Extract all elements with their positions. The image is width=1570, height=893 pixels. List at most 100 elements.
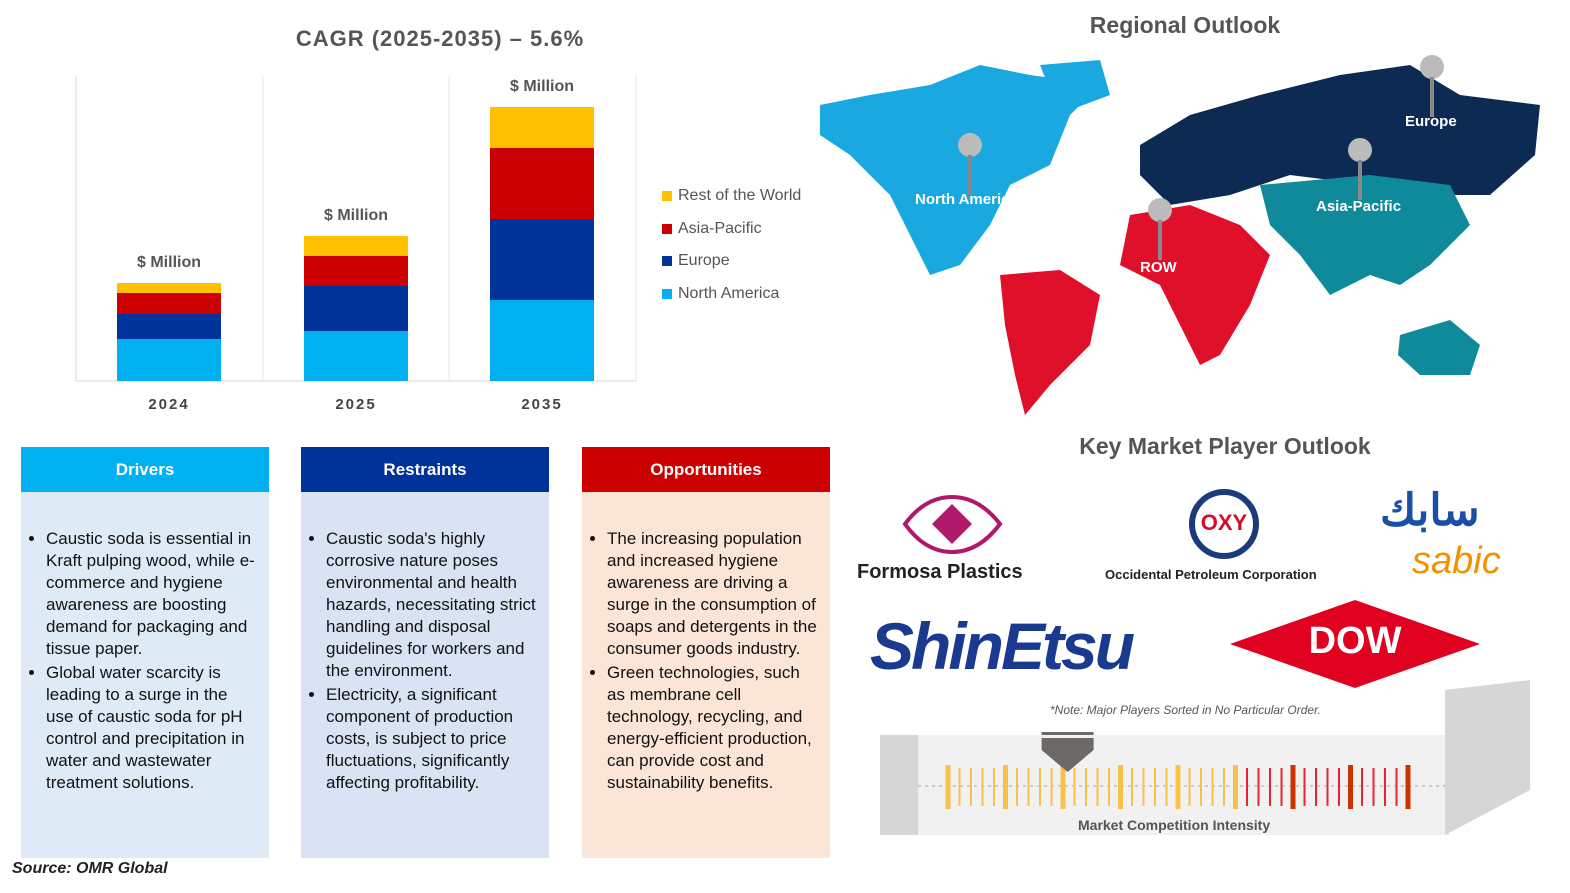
intensity-tick xyxy=(1175,765,1181,809)
key-players-title: Key Market Player Outlook xyxy=(1079,433,1371,459)
bar-segment-north-america xyxy=(117,339,221,381)
box-list: Caustic soda is essential in Kraft pulpi… xyxy=(21,492,269,794)
intensity-tick xyxy=(1085,768,1087,806)
x-tick-label: 2035 xyxy=(521,396,562,413)
label-north-america: North America xyxy=(915,191,1018,208)
label-asia-pacific: Asia-Pacific xyxy=(1316,198,1402,215)
competition-label: Market Competition Intensity xyxy=(1078,817,1271,833)
bar-segment-europe xyxy=(117,314,221,339)
list-item: Global water scarcity is leading to a su… xyxy=(46,662,259,794)
intensity-tick xyxy=(970,768,972,806)
bar-segment-north-america xyxy=(304,331,408,381)
intensity-tick xyxy=(1154,768,1156,806)
list-item: Caustic soda is essential in Kraft pulpi… xyxy=(46,528,259,660)
panel-right-cap xyxy=(1445,680,1530,835)
intensity-tick xyxy=(1073,768,1076,806)
formosa-name: Formosa Plastics xyxy=(857,561,1023,583)
formosa-logo-icon xyxy=(902,494,1003,555)
players-note: *Note: Major Players Sorted in No Partic… xyxy=(1050,703,1321,717)
intensity-tick xyxy=(1050,768,1053,806)
intensity-tick xyxy=(1223,768,1225,806)
label-row: ROW xyxy=(1140,259,1177,276)
panel-left-cap xyxy=(880,735,918,835)
oxy-name: Occidental Petroleum Corporation xyxy=(1105,567,1317,582)
world-map xyxy=(820,55,1540,415)
legend-swatch xyxy=(662,288,672,299)
bar-segment-rest-of-the-world xyxy=(490,107,594,148)
sabic-logo: sabic xyxy=(1412,540,1501,582)
stacked-bar-chart: $ Million 2024 $ Million 2025 $ Million 2035 xyxy=(75,76,637,413)
box-header: Opportunities xyxy=(582,447,830,492)
intensity-tick xyxy=(1233,765,1238,809)
chart-legend: Rest of the World Asia-Pacific Europe North… xyxy=(662,180,801,310)
bar-segment-rest-of-the-world xyxy=(117,283,221,293)
chart-title: CAGR (2025-2035) – 5.6% xyxy=(295,26,585,51)
regional-outlook-title: Regional Outlook xyxy=(1089,12,1281,38)
label-europe: Europe xyxy=(1405,113,1457,130)
box-list: The increasing population and increased … xyxy=(582,492,830,794)
intensity-tick xyxy=(1395,768,1398,806)
box-opportunities: Opportunities The increasing population a… xyxy=(582,447,830,858)
legend-item: Asia-Pacific xyxy=(662,213,801,246)
south-america-region xyxy=(1000,270,1100,415)
legend-item: North America xyxy=(662,278,801,311)
intensity-marker-icon xyxy=(1041,738,1094,772)
bar-label: $ Million xyxy=(137,254,201,271)
legend-swatch xyxy=(662,256,672,267)
intensity-tick xyxy=(1257,768,1260,806)
intensity-tick xyxy=(1361,768,1363,806)
greenland xyxy=(1040,60,1110,110)
dow-logo-text: DOW xyxy=(1308,620,1402,662)
intensity-tick xyxy=(1003,765,1008,809)
intensity-tick xyxy=(981,768,984,806)
list-item: The increasing population and increased … xyxy=(607,528,820,660)
intensity-tick xyxy=(993,768,995,806)
marker-bar xyxy=(1041,732,1094,735)
intensity-tick xyxy=(1165,768,1168,806)
intensity-tick xyxy=(1108,768,1110,806)
legend-label: Rest of the World xyxy=(678,187,802,205)
x-tick-label: 2024 xyxy=(148,396,189,413)
legend-swatch xyxy=(662,191,672,202)
source-text: Source: OMR Global xyxy=(12,860,168,877)
bar-segment-asia-pacific xyxy=(490,148,594,219)
intensity-tick xyxy=(1200,768,1202,806)
box-list: Caustic soda's highly corrosive nature p… xyxy=(301,492,549,794)
intensity-tick xyxy=(1326,768,1329,806)
legend-label: Asia-Pacific xyxy=(678,219,762,237)
intensity-tick xyxy=(1290,765,1296,809)
australia xyxy=(1398,320,1480,375)
legend-label: Europe xyxy=(678,252,730,270)
intensity-tick xyxy=(1060,765,1066,809)
bar-segment-asia-pacific xyxy=(117,293,221,314)
list-item: Electricity, a significant component of … xyxy=(326,684,539,794)
intensity-tick xyxy=(1315,768,1317,806)
intensity-tick xyxy=(1372,768,1375,806)
box-header: Restraints xyxy=(301,447,549,492)
asia-pacific-region xyxy=(1260,175,1470,295)
intensity-tick xyxy=(1405,765,1411,809)
bar-segment-asia-pacific xyxy=(304,256,408,286)
sabic-arabic-logo: سابك xyxy=(1380,486,1480,535)
legend-swatch xyxy=(662,223,672,234)
bar-segment-europe xyxy=(304,286,408,331)
bar-segment-europe xyxy=(490,219,594,300)
intensity-tick xyxy=(958,768,961,806)
box-drivers: Drivers Caustic soda is essential in Kraf… xyxy=(21,447,269,858)
intensity-tick xyxy=(1142,768,1145,806)
intensity-tick xyxy=(1096,768,1099,806)
europe-russia-region xyxy=(1140,65,1540,205)
bar-segment-north-america xyxy=(490,300,594,381)
intensity-tick xyxy=(1188,768,1191,806)
intensity-tick xyxy=(1303,768,1306,806)
intensity-tick xyxy=(1338,768,1340,806)
intensity-tick xyxy=(1269,768,1271,806)
legend-item: Europe xyxy=(662,245,801,278)
oxy-logo-icon xyxy=(1189,489,1259,559)
dow-logo-icon xyxy=(1230,600,1480,688)
bar-segment-rest-of-the-world xyxy=(304,236,408,256)
intensity-tick xyxy=(1246,768,1248,806)
list-item: Caustic soda's highly corrosive nature p… xyxy=(326,528,539,682)
box-restraints: Restraints Caustic soda's highly corrosiv… xyxy=(301,447,549,858)
legend-label: North America xyxy=(678,284,780,302)
